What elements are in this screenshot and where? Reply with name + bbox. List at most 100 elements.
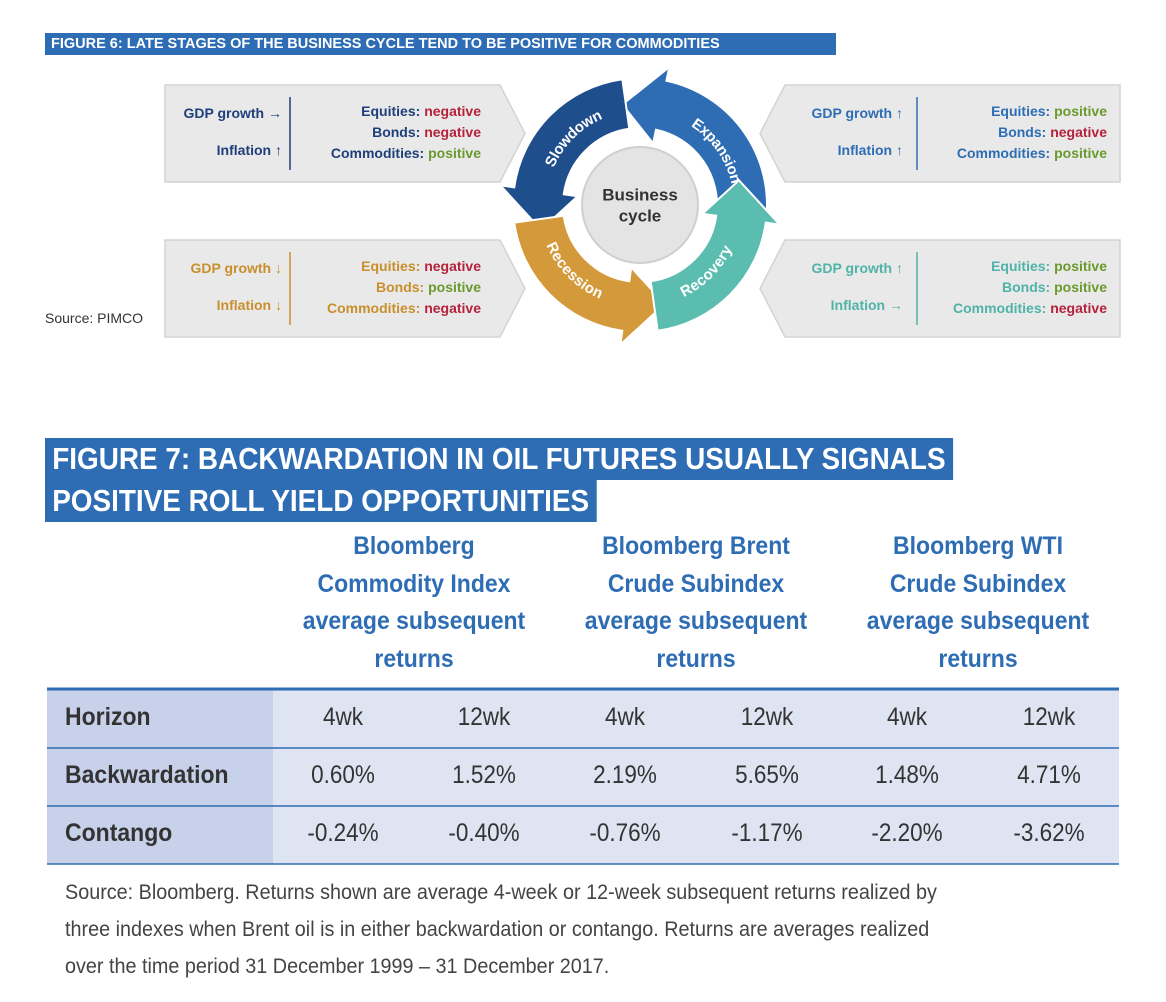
- cycle-arrow: [620, 64, 768, 224]
- column-header: average subsequent: [866, 607, 1090, 635]
- row-label: Backwardation: [65, 761, 229, 789]
- asset-name: Commodities:: [326, 300, 421, 316]
- table-cell: -3.62%: [1013, 819, 1085, 847]
- table-cell: 5.65%: [735, 761, 799, 789]
- table-cell: 4wk: [886, 703, 928, 731]
- asset-line: Bonds: positive: [161, 279, 481, 295]
- column-header: Crude Subindex: [607, 569, 785, 598]
- figure-title: FIGURE 7: BACKWARDATION IN OIL FUTURES U…: [45, 438, 953, 480]
- table-cell: -0.24%: [307, 819, 379, 847]
- column-header: Commodity Index: [317, 569, 511, 598]
- figure-title: POSITIVE ROLL YIELD OPPORTUNITIES: [45, 480, 597, 522]
- column-header: average subsequent: [584, 607, 808, 635]
- column-header: returns: [938, 644, 1018, 673]
- asset-view: positive: [1054, 103, 1107, 119]
- asset-line: Equities: negative: [161, 103, 481, 119]
- table-cell: 12wk: [1022, 703, 1076, 731]
- asset-line: Commodities: positive: [161, 145, 481, 161]
- table-cell: -1.17%: [731, 819, 803, 847]
- asset-name: Bonds:: [372, 124, 421, 140]
- asset-view: negative: [424, 124, 481, 140]
- asset-line: Bonds: negative: [787, 124, 1107, 140]
- table-cell: 4.71%: [1017, 761, 1081, 789]
- gdp-label: GDP growth ↑: [811, 105, 903, 121]
- column-header: returns: [374, 644, 454, 673]
- table-cell: -2.20%: [871, 819, 943, 847]
- asset-view: negative: [424, 258, 481, 274]
- asset-view: negative: [424, 300, 481, 316]
- center-label: Business: [602, 185, 678, 204]
- asset-line: Commodities: negative: [787, 300, 1107, 316]
- source-note: over the time period 31 December 1999 – …: [65, 954, 610, 978]
- table-cell: 1.48%: [875, 761, 939, 789]
- gdp-label: GDP growth →: [183, 105, 282, 121]
- asset-name: Equities:: [991, 258, 1051, 274]
- asset-line: Bonds: negative: [161, 124, 481, 140]
- figure-title: FIGURE 6: LATE STAGES OF THE BUSINESS CY…: [45, 33, 836, 55]
- asset-view: negative: [1050, 300, 1107, 316]
- table-cell: 4wk: [322, 703, 364, 731]
- inflation-label: Inflation ↑: [216, 142, 282, 158]
- table-cell: 12wk: [457, 703, 511, 731]
- asset-name: Commodities:: [330, 145, 425, 161]
- asset-line: Commodities: positive: [787, 145, 1107, 161]
- asset-name: Equities:: [361, 103, 421, 119]
- asset-view: negative: [1050, 124, 1107, 140]
- inflation-label: Inflation →: [830, 297, 903, 313]
- cycle-arrow: [649, 178, 783, 332]
- asset-line: Equities: negative: [161, 258, 481, 274]
- column-header: Bloomberg Brent: [602, 532, 790, 560]
- row-label: Horizon: [65, 703, 151, 731]
- asset-name: Bonds:: [375, 279, 425, 295]
- asset-line: Bonds: positive: [787, 279, 1107, 295]
- asset-view: positive: [428, 145, 481, 161]
- table-cell: 12wk: [740, 703, 794, 731]
- panel: [164, 84, 526, 183]
- asset-name: Commodities:: [952, 300, 1047, 316]
- panel: [759, 239, 1121, 338]
- column-header: Crude Subindex: [889, 569, 1067, 598]
- cycle-arrow: [497, 78, 631, 232]
- table-cell: -0.40%: [448, 819, 520, 847]
- table-cell: -0.76%: [589, 819, 661, 847]
- asset-view: positive: [428, 279, 481, 295]
- row-label: Contango: [65, 819, 173, 847]
- cycle-arrow: [513, 214, 667, 348]
- gdp-label: GDP growth ↓: [190, 260, 282, 276]
- table-cell: 2.19%: [593, 761, 657, 789]
- asset-view: positive: [1054, 145, 1107, 161]
- asset-line: Equities: positive: [787, 103, 1107, 119]
- asset-line: Equities: positive: [787, 258, 1107, 274]
- panel: [164, 239, 526, 338]
- column-header: returns: [656, 644, 736, 673]
- inflation-label: Inflation ↓: [216, 297, 282, 313]
- column-header: Bloomberg: [353, 532, 475, 560]
- asset-name: Equities:: [991, 103, 1051, 119]
- asset-view: positive: [1054, 258, 1107, 274]
- cycle-center: [581, 146, 699, 264]
- source-note: Source: Bloomberg. Returns shown are ave…: [65, 880, 937, 904]
- source-note: three indexes when Brent oil is in eithe…: [65, 917, 930, 941]
- asset-name: Bonds:: [1001, 279, 1051, 295]
- column-header: average subsequent: [302, 607, 526, 635]
- label-column-bg: [47, 690, 273, 864]
- table-cell: 4wk: [604, 703, 646, 731]
- asset-name: Bonds:: [998, 124, 1047, 140]
- asset-name: Equities:: [361, 258, 421, 274]
- asset-line: Commodities: negative: [161, 300, 481, 316]
- center-label: cycle: [619, 206, 662, 225]
- table-cell: 0.60%: [311, 761, 375, 789]
- table-bg: [273, 690, 1119, 864]
- source: Source: PIMCO: [45, 310, 144, 326]
- asset-view: positive: [1054, 279, 1107, 295]
- asset-name: Commodities:: [956, 145, 1051, 161]
- gdp-label: GDP growth ↑: [811, 260, 903, 276]
- table-cell: 1.52%: [452, 761, 516, 789]
- panel: [759, 84, 1121, 183]
- asset-view: negative: [424, 103, 481, 119]
- inflation-label: Inflation ↑: [837, 142, 903, 158]
- column-header: Bloomberg WTI: [893, 532, 1063, 560]
